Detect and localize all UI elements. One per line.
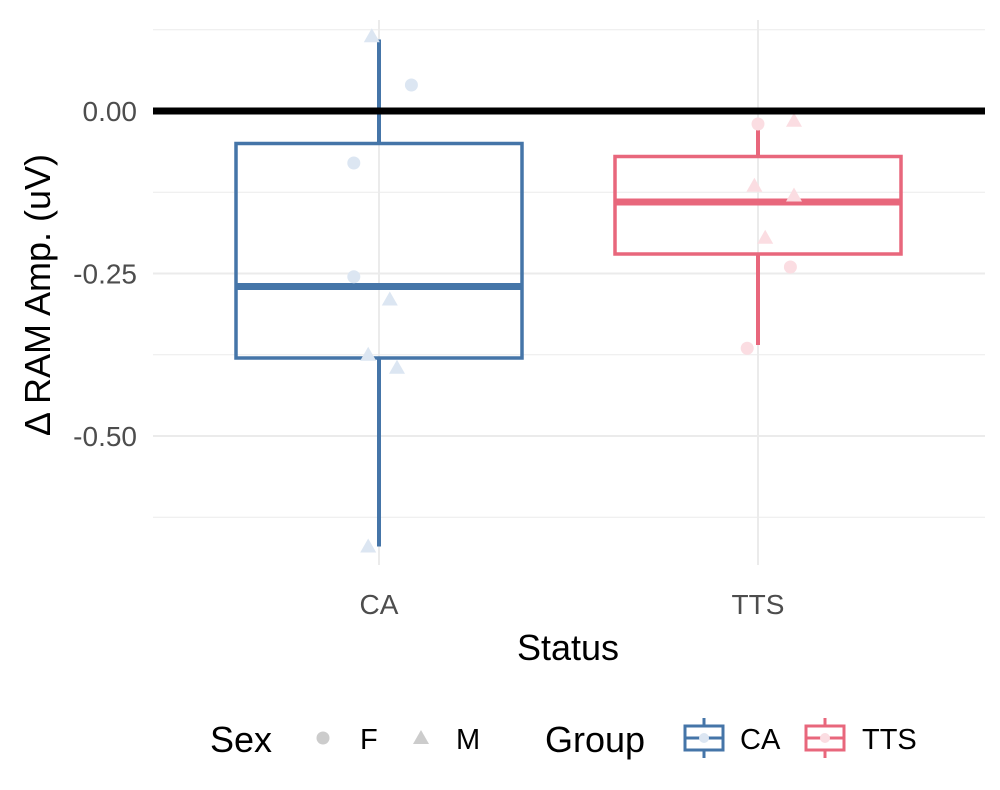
legend-label-m: M [456, 724, 480, 756]
x-tick-label: CA [360, 589, 399, 620]
data-point-f [751, 117, 765, 131]
y-tick-label: -0.25 [73, 259, 137, 290]
legend: Sex Group F M CA TTS [210, 718, 917, 760]
legend-title-group: Group [545, 719, 645, 760]
y-tick-labels: 0.00 -0.25 -0.50 [73, 96, 137, 452]
legend-key-f [316, 731, 330, 745]
data-point-m [381, 291, 398, 306]
legend-title-sex: Sex [210, 719, 272, 760]
legend-label-f: F [360, 724, 378, 756]
legend-key-ca [683, 718, 725, 758]
legend-key-m [413, 730, 429, 744]
data-points [347, 28, 802, 553]
grid-lines [153, 20, 985, 565]
legend-label-ca: CA [740, 724, 781, 756]
x-tick-label: TTS [732, 589, 785, 620]
data-point-f [404, 78, 418, 92]
legend-key-tts [804, 718, 846, 758]
legend-key-point [820, 733, 830, 743]
y-axis-title: Δ RAM Amp. (uV) [17, 154, 58, 436]
legend-label-tts: TTS [862, 724, 917, 756]
data-point-f [347, 156, 361, 170]
data-point-f [740, 341, 754, 355]
data-point-m [360, 538, 377, 553]
boxplots [234, 39, 903, 547]
data-point-m [746, 177, 763, 192]
data-point-m [360, 346, 377, 361]
y-tick-label: 0.00 [83, 96, 138, 127]
box-iqr [234, 141, 524, 360]
data-point-f [783, 260, 797, 274]
y-tick-label: -0.50 [73, 421, 137, 452]
data-point-m [389, 359, 405, 374]
data-point-m [363, 28, 380, 43]
box-ca [234, 39, 524, 547]
legend-key-point [699, 733, 709, 743]
data-point-m [757, 229, 774, 244]
data-point-f [347, 270, 361, 284]
x-axis-title: Status [517, 627, 619, 668]
x-tick-labels: CA TTS [360, 589, 785, 620]
data-point-m [786, 187, 802, 202]
data-point-m [786, 112, 802, 127]
